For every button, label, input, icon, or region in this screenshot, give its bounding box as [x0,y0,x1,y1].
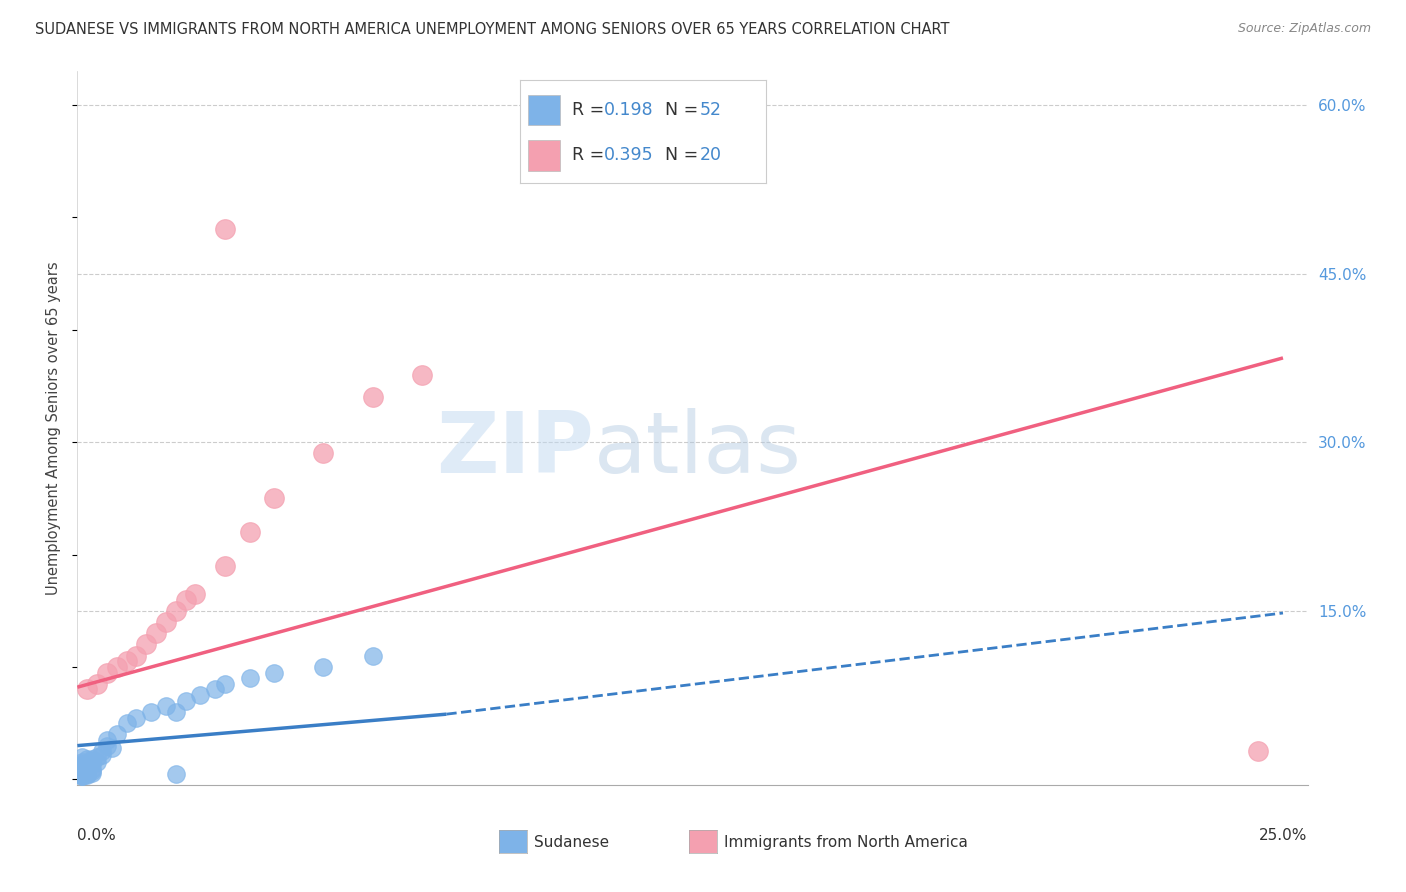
Point [135,638,157,652]
Point [82,764,104,779]
Text: 25.0%: 25.0% [1260,828,1308,843]
Point [76,759,98,773]
Point [204,682,226,697]
Point [155,699,177,714]
Point [76,761,98,775]
Text: 0.395: 0.395 [605,146,654,164]
Text: Source: ZipAtlas.com: Source: ZipAtlas.com [1237,22,1371,36]
Point [76,682,98,697]
Text: 0.0%: 0.0% [77,828,117,843]
Point [82,756,104,770]
Point [361,390,384,404]
Point [70,759,93,773]
Point [82,756,104,771]
Point [70,750,93,764]
Y-axis label: Unemployment Among Seniors over 65 years: Unemployment Among Seniors over 65 years [46,261,62,595]
Point [76,765,98,780]
Text: R =: R = [572,101,610,119]
Point [70,769,93,783]
Text: R =: R = [572,146,610,164]
Point [214,558,236,573]
Point [76,761,98,775]
Point [184,587,207,601]
Text: atlas: atlas [595,408,801,491]
Point [76,752,98,766]
Point [239,525,262,540]
Text: Immigrants from North America: Immigrants from North America [724,835,967,849]
Point [312,660,335,674]
Point [165,604,187,618]
Point [76,764,98,778]
Point [101,740,124,755]
Point [214,221,236,235]
Point [174,592,197,607]
Point [115,716,138,731]
Point [1247,744,1270,758]
Point [86,750,108,764]
Point [96,739,118,753]
Point [141,705,163,719]
Point [86,677,108,691]
Point [70,768,93,782]
Point [174,694,197,708]
Text: N =: N = [665,101,704,119]
Point [263,665,285,680]
Point [125,648,148,663]
Point [70,760,93,774]
Point [82,752,104,766]
Point [411,368,433,382]
Point [165,705,187,719]
Point [76,768,98,782]
Point [105,660,128,674]
Point [165,766,187,780]
Point [70,766,93,780]
Point [90,747,114,762]
Text: 52: 52 [700,101,721,119]
Point [76,766,98,780]
Point [361,648,384,663]
Point [190,688,212,702]
Point [105,727,128,741]
Point [82,755,104,769]
Point [70,756,93,771]
Point [263,491,285,506]
Point [76,764,98,778]
Point [96,665,118,680]
Point [82,762,104,776]
Point [115,654,138,668]
Point [70,769,93,783]
Point [70,756,93,770]
Text: SUDANESE VS IMMIGRANTS FROM NORTH AMERICA UNEMPLOYMENT AMONG SENIORS OVER 65 YEA: SUDANESE VS IMMIGRANTS FROM NORTH AMERIC… [35,22,949,37]
Text: ZIP: ZIP [436,408,595,491]
FancyBboxPatch shape [527,95,560,126]
Point [90,744,114,758]
Point [214,677,236,691]
Point [70,762,93,776]
Text: Sudanese: Sudanese [534,835,609,849]
Point [76,757,98,772]
Point [70,760,93,774]
Point [86,756,108,770]
FancyBboxPatch shape [527,140,560,170]
Point [82,765,104,780]
Point [70,764,93,779]
Point [76,761,98,775]
Text: 0.198: 0.198 [605,101,654,119]
Point [145,626,167,640]
Point [155,615,177,629]
Point [96,733,118,747]
Text: N =: N = [665,146,704,164]
Point [125,710,148,724]
Point [239,671,262,685]
Text: 20: 20 [700,146,721,164]
Point [312,446,335,460]
